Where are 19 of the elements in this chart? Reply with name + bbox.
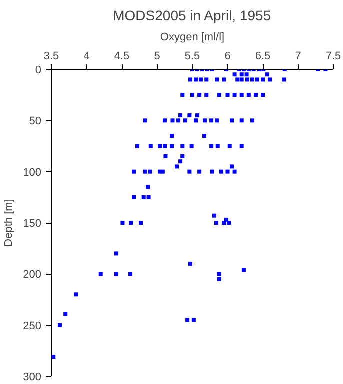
y-tick-label: 300: [23, 372, 42, 384]
x-tick-label: 6.5: [255, 50, 271, 62]
chart-title: MODS2005 in April, 1955: [113, 8, 272, 24]
y-tick-label: 250: [23, 320, 42, 332]
y-tick-label: 100: [23, 166, 42, 179]
y-tick-label: 0: [35, 64, 42, 76]
x-axis-title: Oxygen [ml/l]: [160, 32, 225, 44]
x-tick-label: 3.5: [44, 50, 60, 62]
x-tick-label: 4.5: [114, 50, 130, 62]
x-tick-label: 5: [154, 50, 160, 62]
x-tick-label: 7.5: [326, 50, 342, 62]
y-tick-label: 200: [23, 269, 42, 282]
x-tick-label: 4: [84, 50, 90, 62]
x-tick-label: 5.5: [184, 50, 200, 62]
x-tick-label: 7: [295, 50, 302, 62]
x-tick-label: 6: [224, 50, 231, 62]
y-axis-title: Depth [m]: [3, 199, 16, 247]
y-tick-label: 50: [29, 116, 42, 128]
y-tick-label: 150: [23, 218, 42, 230]
